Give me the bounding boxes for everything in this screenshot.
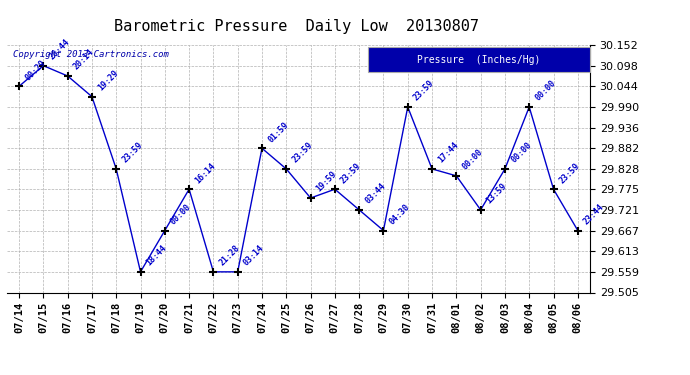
Text: 19:29: 19:29 — [96, 68, 120, 93]
Text: 23:59: 23:59 — [120, 141, 144, 165]
Text: 00:00: 00:00 — [509, 141, 533, 165]
Text: 23:59: 23:59 — [558, 161, 582, 185]
Text: Barometric Pressure  Daily Low  20130807: Barometric Pressure Daily Low 20130807 — [115, 19, 479, 34]
Text: 00:29: 00:29 — [23, 58, 47, 82]
Text: Pressure  (Inches/Hg): Pressure (Inches/Hg) — [417, 55, 541, 65]
Text: 00:00: 00:00 — [169, 202, 193, 226]
Text: 00:00: 00:00 — [533, 79, 558, 103]
Text: 20:14: 20:14 — [72, 48, 96, 72]
Text: 23:59: 23:59 — [412, 79, 436, 103]
Text: 23:59: 23:59 — [339, 161, 363, 185]
Text: 00:00: 00:00 — [460, 148, 484, 172]
Text: Copyright 2013 Cartronics.com: Copyright 2013 Cartronics.com — [12, 50, 168, 59]
Text: 18:44: 18:44 — [145, 244, 169, 268]
Text: 23:59: 23:59 — [290, 141, 315, 165]
Text: 17:44: 17:44 — [436, 141, 460, 165]
Text: 03:14: 03:14 — [242, 244, 266, 268]
Text: 16:14: 16:14 — [193, 161, 217, 185]
FancyBboxPatch shape — [368, 48, 590, 72]
Text: 20:44: 20:44 — [48, 38, 72, 62]
Text: 04:30: 04:30 — [388, 202, 412, 226]
Text: 21:28: 21:28 — [217, 244, 241, 268]
Text: 19:59: 19:59 — [315, 170, 339, 194]
Text: 03:44: 03:44 — [364, 182, 387, 206]
Text: 01:59: 01:59 — [266, 120, 290, 144]
Text: 23:44: 23:44 — [582, 202, 606, 226]
Text: 13:59: 13:59 — [485, 182, 509, 206]
